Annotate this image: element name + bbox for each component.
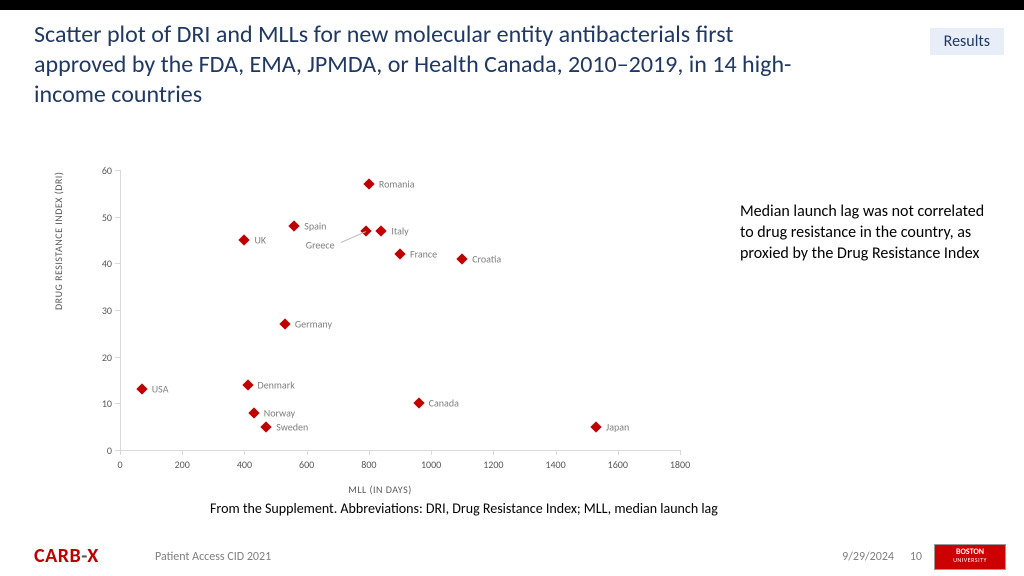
x-tick-label: 1600 xyxy=(606,458,630,471)
bu-logo-bottom: UNIVERSITY xyxy=(935,557,1005,564)
data-point xyxy=(261,421,272,432)
data-point-label: Denmark xyxy=(258,378,295,391)
y-tick-label: 40 xyxy=(92,257,112,270)
x-tick-label: 800 xyxy=(357,458,381,471)
boston-university-logo: BOSTON UNIVERSITY xyxy=(934,544,1006,570)
y-tick xyxy=(115,403,120,404)
data-point-label: Italy xyxy=(391,224,408,237)
footer-page-number: 10 xyxy=(910,550,922,564)
data-point xyxy=(590,421,601,432)
slide-body: { "title": "Scatter plot of DRI and MLLs… xyxy=(0,10,1024,576)
data-point-label: Sweden xyxy=(276,420,308,433)
slide-title: Scatter plot of DRI and MLLs for new mol… xyxy=(34,20,814,110)
footer: CARB-X Patient Access CID 2021 9/29/2024… xyxy=(0,540,1024,576)
x-tick-label: 400 xyxy=(232,458,256,471)
data-point xyxy=(289,220,300,231)
carbx-part-3: X xyxy=(87,544,99,568)
data-point-label: Spain xyxy=(304,220,326,233)
data-point-label: France xyxy=(410,248,437,261)
x-tick-label: 1400 xyxy=(544,458,568,471)
y-tick-label: 10 xyxy=(92,397,112,410)
x-tick-label: 1000 xyxy=(419,458,443,471)
chart-caption: From the Supplement. Abbreviations: DRI,… xyxy=(210,500,718,517)
y-tick-label: 20 xyxy=(92,351,112,364)
annotation-text: Median launch lag was not correlated to … xyxy=(740,202,990,264)
y-axis-title: DRUG RESISTANCE INDEX (DRI) xyxy=(52,172,65,310)
data-point xyxy=(279,318,290,329)
y-tick xyxy=(115,310,120,311)
data-point-label: Greece xyxy=(306,238,335,251)
y-tick-label: 0 xyxy=(92,444,112,457)
data-point xyxy=(376,225,387,236)
carbx-part-1: CARB xyxy=(34,544,81,568)
data-point-label: Croatia xyxy=(472,252,501,265)
x-tick xyxy=(369,450,370,455)
data-point xyxy=(394,248,405,259)
x-tick xyxy=(493,450,494,455)
data-point xyxy=(136,384,147,395)
data-point-label: USA xyxy=(152,383,169,396)
plot-area: 0200400600800100012001400160018000102030… xyxy=(120,170,680,450)
x-tick xyxy=(182,450,183,455)
data-point-label: Japan xyxy=(606,420,629,433)
data-point xyxy=(457,253,468,264)
data-point-label: Romania xyxy=(379,178,415,191)
y-tick-label: 60 xyxy=(92,164,112,177)
x-tick xyxy=(431,450,432,455)
data-point xyxy=(242,379,253,390)
x-tick-label: 1800 xyxy=(668,458,692,471)
x-tick xyxy=(556,450,557,455)
x-tick xyxy=(618,450,619,455)
y-tick xyxy=(115,357,120,358)
data-point xyxy=(413,398,424,409)
data-point-label: Germany xyxy=(295,318,332,331)
carbx-logo: CARB-X xyxy=(34,544,99,568)
footer-date: 9/29/2024 xyxy=(842,550,894,564)
x-tick xyxy=(307,450,308,455)
top-black-bar xyxy=(0,0,1024,10)
x-tick-label: 600 xyxy=(295,458,319,471)
x-tick xyxy=(680,450,681,455)
data-point xyxy=(363,178,374,189)
x-tick xyxy=(120,450,121,455)
y-axis-line xyxy=(120,170,121,450)
data-point xyxy=(239,234,250,245)
y-tick xyxy=(115,263,120,264)
x-tick xyxy=(244,450,245,455)
data-point-label: Canada xyxy=(429,397,459,410)
data-point-label: Norway xyxy=(264,406,295,419)
x-tick-label: 200 xyxy=(170,458,194,471)
x-axis-line xyxy=(120,450,680,451)
y-tick xyxy=(115,170,120,171)
results-tag: Results xyxy=(930,28,1004,55)
x-tick-label: 1200 xyxy=(481,458,505,471)
data-point-label: UK xyxy=(254,234,266,247)
y-tick-label: 30 xyxy=(92,304,112,317)
x-tick-label: 0 xyxy=(108,458,132,471)
footer-source: Patient Access CID 2021 xyxy=(155,550,271,564)
y-tick xyxy=(115,450,120,451)
data-point xyxy=(248,407,259,418)
y-tick-label: 50 xyxy=(92,211,112,224)
y-tick xyxy=(115,217,120,218)
leader-line xyxy=(341,231,366,243)
scatter-chart: 0 200 400 600 800 1000 1200 1400 1600 1800 0 10 20 30… xyxy=(60,160,700,490)
x-axis-title: MLL (IN DAYS) xyxy=(348,483,411,496)
